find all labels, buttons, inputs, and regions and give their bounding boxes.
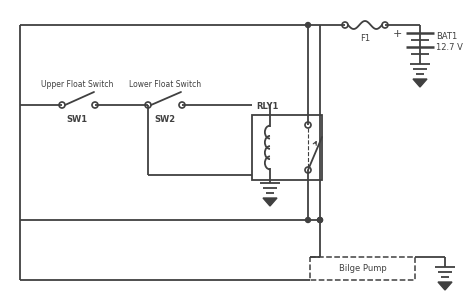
Text: Upper Float Switch: Upper Float Switch	[41, 80, 113, 89]
Circle shape	[318, 218, 322, 222]
Text: F1: F1	[360, 34, 370, 43]
Bar	[252, 115, 322, 180]
Circle shape	[306, 23, 310, 28]
Polygon shape	[438, 282, 452, 290]
Polygon shape	[413, 79, 427, 87]
Text: RLY1: RLY1	[256, 102, 278, 111]
Text: BAT1: BAT1	[436, 32, 457, 40]
Text: Bilge Pump: Bilge Pump	[338, 264, 386, 273]
Circle shape	[306, 218, 310, 222]
Bar	[310, 257, 415, 280]
Polygon shape	[263, 198, 277, 206]
Text: +: +	[392, 29, 402, 39]
Text: Lower Float Switch: Lower Float Switch	[129, 80, 201, 89]
Circle shape	[318, 218, 322, 222]
Text: SW1: SW1	[66, 115, 88, 124]
Text: 12.7 V: 12.7 V	[436, 43, 463, 51]
Text: SW2: SW2	[155, 115, 175, 124]
